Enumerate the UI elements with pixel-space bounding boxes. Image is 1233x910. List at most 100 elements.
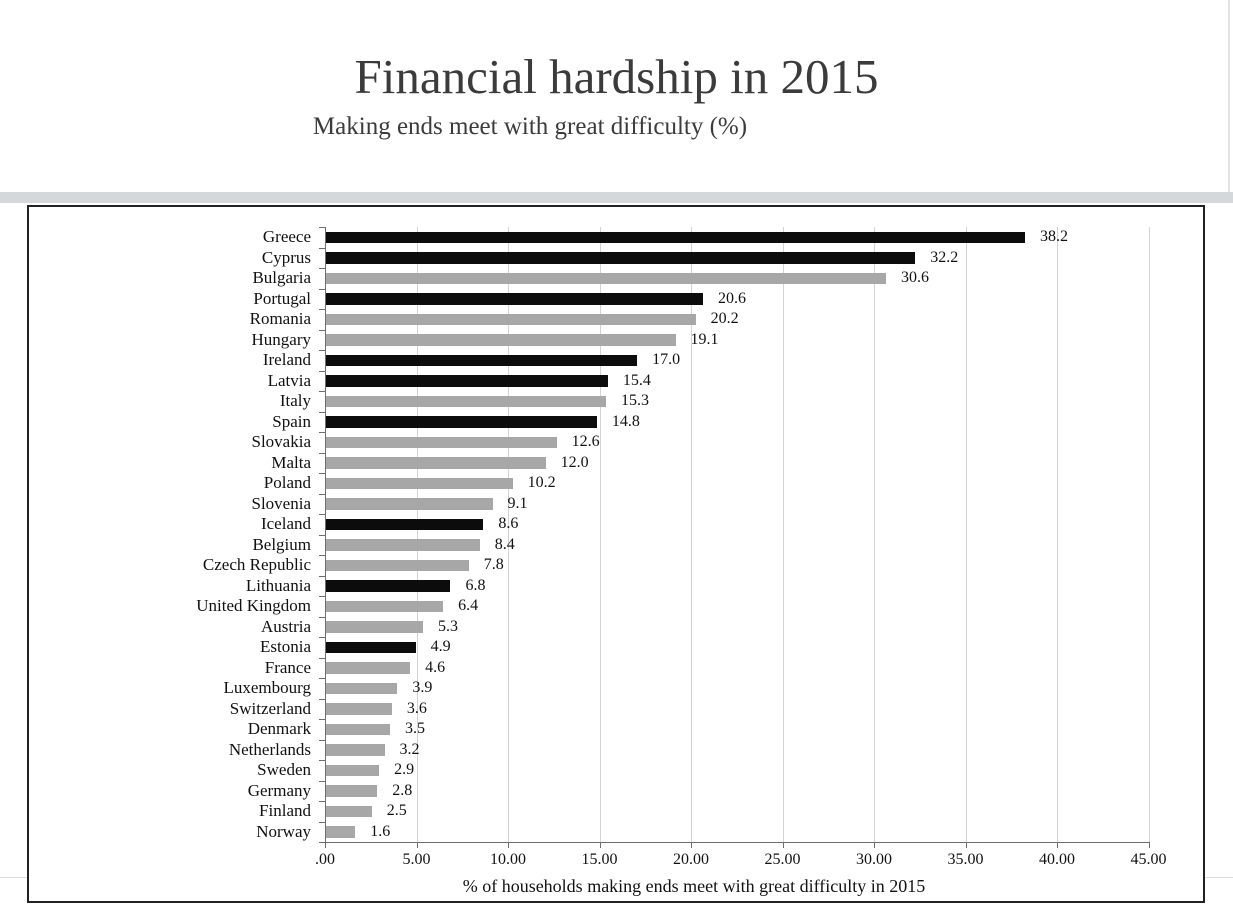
bar-lithuania: [326, 580, 451, 592]
country-label-united-kingdom: United Kingdom: [196, 596, 311, 615]
bar-ireland: [326, 354, 638, 366]
category-axis-tick: [319, 637, 326, 638]
bar-latvia: [326, 375, 608, 387]
category-axis-tick: [319, 329, 326, 331]
bar-hungary: [326, 334, 676, 346]
chart-row-germany: Germany 2.8: [29, 781, 1203, 802]
value-label-france: 4.6: [425, 658, 446, 676]
gridline: [599, 227, 601, 842]
country-label-france: France: [264, 657, 311, 677]
bar-sweden: [326, 764, 380, 776]
bar-malta: [326, 457, 546, 469]
bar-norway: [326, 826, 356, 838]
bar-netherlands: [326, 744, 385, 756]
value-label-netherlands: 3.2: [399, 740, 420, 758]
category-axis-tick: [319, 350, 326, 351]
category-axis-tick: [319, 801, 326, 802]
chart-row-ireland: Ireland 17.0: [29, 350, 1203, 371]
chart-row-latvia: Latvia 15.4: [29, 371, 1203, 392]
country-label-slovakia: Slovakia: [251, 432, 312, 451]
value-label-norway: 1.6: [370, 822, 391, 840]
bar-switzerland: [326, 703, 392, 715]
x-tick-label: 30.00: [856, 851, 892, 868]
country-label-belgium: Belgium: [252, 534, 311, 554]
chart-row-france: France 4.6: [29, 658, 1203, 679]
x-axis-title: % of households making ends meet with gr…: [462, 876, 926, 896]
country-label-spain: Spain: [272, 411, 311, 431]
country-label-greece: Greece: [262, 227, 311, 246]
value-label-united-kingdom: 6.4: [458, 597, 479, 614]
value-axis-tick: [874, 842, 875, 848]
value-label-latvia: 15.4: [622, 371, 651, 389]
value-axis-tick: [325, 842, 326, 848]
category-axis-tick: [319, 596, 326, 597]
value-label-czech-republic: 7.8: [483, 556, 504, 573]
x-tick-label: 45.00: [1130, 851, 1167, 868]
category-axis-tick: [319, 780, 326, 782]
value-label-luxembourg: 3.9: [412, 679, 433, 696]
chart-row-united-kingdom: United Kingdom 6.4: [29, 596, 1203, 617]
bar-iceland: [326, 518, 484, 530]
gridline: [1057, 227, 1058, 842]
category-axis-tick: [319, 309, 326, 310]
country-label-iceland: Iceland: [260, 514, 311, 533]
value-axis-tick: [1148, 842, 1150, 848]
bar-bulgaria: [326, 272, 886, 284]
value-label-germany: 2.8: [392, 781, 413, 799]
country-label-romania: Romania: [249, 309, 311, 328]
country-label-luxembourg: Luxembourg: [223, 678, 311, 697]
value-label-austria: 5.3: [437, 617, 458, 635]
category-axis-tick: [319, 719, 326, 720]
category-axis-tick: [319, 370, 326, 372]
bar-poland: [326, 477, 513, 489]
chart-row-hungary: Hungary 19.1: [29, 330, 1203, 351]
category-axis-tick: [319, 473, 326, 474]
chart-row-estonia: Estonia 4.9: [29, 637, 1203, 658]
gridline: [965, 227, 967, 842]
value-label-italy: 15.3: [620, 392, 649, 409]
value-label-ireland: 17.0: [652, 351, 681, 368]
country-label-czech-republic: Czech Republic: [202, 555, 311, 574]
country-label-netherlands: Netherlands: [228, 739, 311, 759]
x-tick-label: 5.00: [402, 851, 431, 868]
value-axis-tick: [965, 842, 967, 848]
chart-row-belgium: Belgium 8.4: [29, 535, 1203, 556]
gridline: [782, 227, 784, 842]
country-label-ireland: Ireland: [262, 350, 311, 369]
category-axis-tick: [319, 760, 326, 761]
gridline: [1148, 227, 1150, 842]
chart-row-spain: Spain 14.8: [29, 412, 1203, 433]
bar-france: [326, 662, 411, 674]
chart-row-poland: Poland 10.2: [29, 473, 1203, 494]
country-label-lithuania: Lithuania: [245, 575, 311, 595]
value-axis-tick: [1057, 842, 1058, 848]
country-label-finland: Finland: [259, 801, 311, 820]
value-axis-tick: [508, 842, 509, 848]
value-axis-tick: [782, 842, 784, 848]
value-label-cyprus: 32.2: [930, 248, 959, 266]
value-label-estonia: 4.9: [430, 638, 451, 655]
gridline: [691, 227, 692, 842]
chart-row-czech-republic: Czech Republic 7.8: [29, 555, 1203, 576]
bar-austria: [326, 621, 423, 633]
x-tick-label: .00: [315, 851, 335, 868]
header-divider-band: [0, 192, 1233, 203]
chart-row-switzerland: Switzerland 3.6: [29, 699, 1203, 720]
category-axis-tick: [319, 698, 326, 700]
category-axis-tick: [319, 227, 326, 228]
country-label-switzerland: Switzerland: [229, 698, 311, 718]
x-tick-label: 10.00: [490, 851, 526, 868]
category-axis-tick: [319, 452, 326, 454]
category-axis-tick: [319, 247, 326, 249]
country-label-slovenia: Slovenia: [251, 493, 312, 513]
value-label-malta: 12.0: [560, 453, 589, 471]
value-label-sweden: 2.9: [394, 761, 415, 778]
bar-czech-republic: [326, 559, 469, 571]
value-label-poland: 10.2: [527, 474, 556, 491]
chart-row-slovakia: Slovakia 12.6: [29, 432, 1203, 453]
country-label-denmark: Denmark: [247, 719, 311, 738]
value-axis-line: [319, 842, 1149, 843]
chart-row-greece: Greece 38.2: [29, 227, 1203, 248]
country-label-hungary: Hungary: [251, 329, 311, 349]
chart-row-sweden: Sweden 2.9: [29, 760, 1203, 781]
